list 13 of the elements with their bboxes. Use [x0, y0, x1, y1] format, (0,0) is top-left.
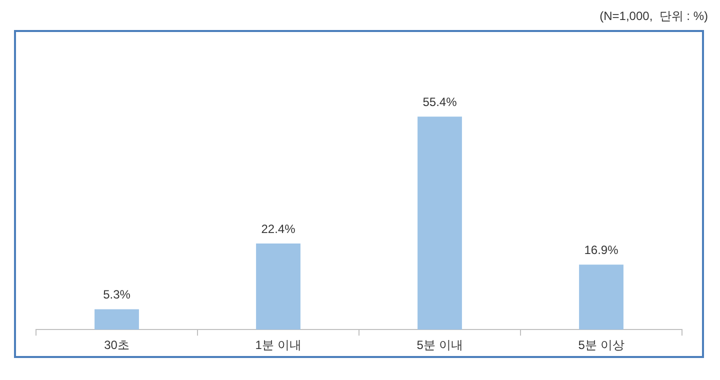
- data-label: 16.9%: [584, 242, 619, 257]
- text: (N=1,000, 단위 : %): [598, 8, 708, 25]
- x-tick-label: 5분 이상: [578, 338, 624, 352]
- bar: [94, 309, 139, 330]
- bar: [256, 243, 300, 330]
- data-label: 5.3%: [103, 288, 131, 302]
- x-tick-label: 1분 이내: [255, 338, 302, 352]
- x-tick-label: 5분 이내: [416, 338, 463, 352]
- bar: [579, 264, 624, 330]
- bar: [418, 116, 462, 330]
- data-label: 55.4%: [422, 94, 458, 109]
- x-tick-label: 30초: [104, 338, 130, 352]
- data-label: 22.4%: [261, 222, 296, 236]
